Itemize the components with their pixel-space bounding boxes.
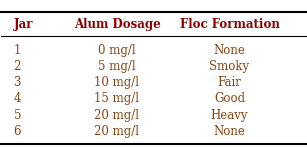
Text: 3: 3 xyxy=(14,76,21,89)
Text: None: None xyxy=(214,44,246,57)
Text: Smoky: Smoky xyxy=(209,60,250,73)
Text: 6: 6 xyxy=(14,125,21,138)
Text: Fair: Fair xyxy=(218,76,242,89)
Text: None: None xyxy=(214,125,246,138)
Text: 5 mg/l: 5 mg/l xyxy=(98,60,136,73)
Text: 5: 5 xyxy=(14,109,21,122)
Text: Floc Formation: Floc Formation xyxy=(180,18,279,31)
Text: 15 mg/l: 15 mg/l xyxy=(95,92,139,105)
Text: 1: 1 xyxy=(14,44,21,57)
Text: 4: 4 xyxy=(14,92,21,105)
Text: 2: 2 xyxy=(14,60,21,73)
Text: 20 mg/l: 20 mg/l xyxy=(95,125,139,138)
Text: 10 mg/l: 10 mg/l xyxy=(95,76,139,89)
Text: Good: Good xyxy=(214,92,245,105)
Text: Alum Dosage: Alum Dosage xyxy=(74,18,160,31)
Text: Jar: Jar xyxy=(14,18,33,31)
Text: Heavy: Heavy xyxy=(211,109,248,122)
Text: 0 mg/l: 0 mg/l xyxy=(98,44,136,57)
Text: 20 mg/l: 20 mg/l xyxy=(95,109,139,122)
